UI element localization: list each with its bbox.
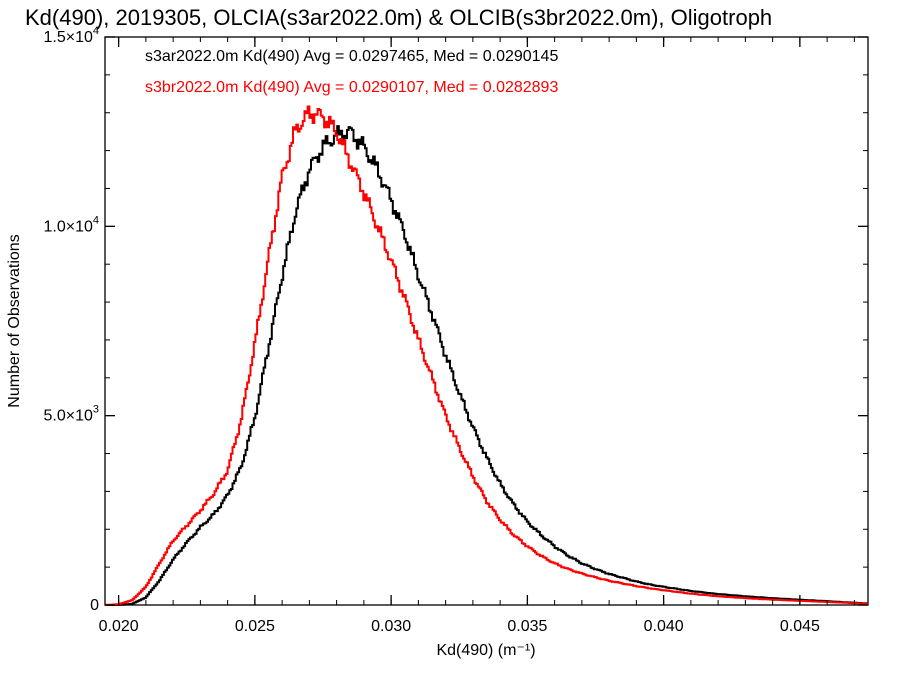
plot-frame (104, 36, 869, 606)
y-tick-label: 1.5×104 (43, 25, 99, 46)
y-tick-label: 5.0×103 (43, 404, 99, 425)
legend: s3ar2022.0m Kd(490) Avg = 0.0297465, Med… (145, 48, 558, 96)
y-tick-label: 1.0×104 (43, 214, 99, 235)
legend-entry-s3br: s3br2022.0m Kd(490) Avg = 0.0290107, Med… (145, 79, 558, 96)
x-tick-label: 0.030 (371, 618, 411, 635)
x-tick-label: 0.045 (780, 618, 820, 635)
x-axis-ticks: 0.020 0.025 0.030 0.035 0.040 0.045 (99, 37, 855, 635)
x-tick-label: 0.025 (235, 618, 275, 635)
series-line-1 (105, 105, 868, 606)
y-tick-label: 0 (90, 597, 99, 614)
chart-title: Kd(490), 2019305, OLCIA(s3ar2022.0m) & O… (25, 5, 772, 30)
x-tick-label: 0.020 (99, 618, 139, 635)
x-axis-label: Kd(490) (m⁻¹) (436, 642, 535, 659)
series-line-0 (105, 125, 868, 606)
y-axis-label: Number of Observations (6, 234, 23, 407)
series-layer (105, 105, 868, 606)
x-tick-label: 0.035 (507, 618, 547, 635)
x-tick-label: 0.040 (644, 618, 684, 635)
legend-entry-s3ar: s3ar2022.0m Kd(490) Avg = 0.0297465, Med… (145, 48, 558, 65)
y-axis-ticks: 0 5.0×103 1.0×104 1.5×104 (43, 25, 868, 614)
plot-area: 0.020 0.025 0.030 0.035 0.040 0.045 0 5.0×103 1… (43, 25, 869, 635)
